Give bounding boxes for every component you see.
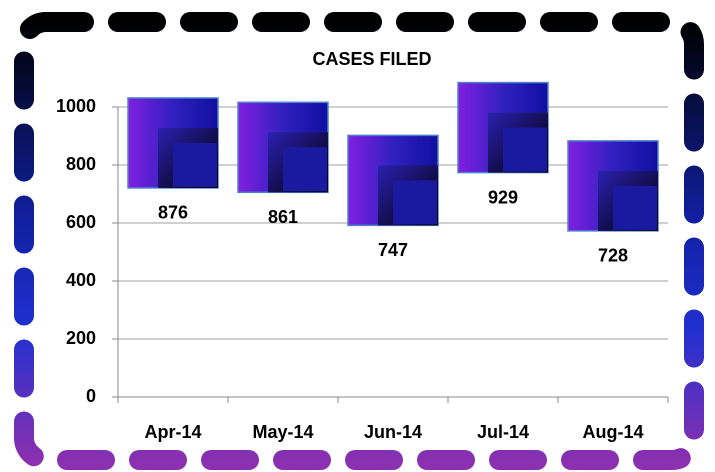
chart-title: CASES FILED [312,49,431,69]
marker [237,101,329,194]
data-label: 728 [598,246,628,266]
marker [127,97,219,189]
data-label: 929 [488,187,518,207]
y-tick-label: 200 [66,328,96,348]
y-tick-label: 400 [66,270,96,290]
marker [347,134,439,227]
marker-core [173,142,217,187]
marker [457,81,549,174]
y-tick-label: 1000 [56,96,96,116]
data-label: 747 [378,240,408,260]
y-tick-label: 800 [66,154,96,174]
border [14,12,704,470]
x-tick-label: Jun-14 [364,422,422,442]
marker-core [283,147,327,192]
marker [567,140,659,232]
x-tick-label: May-14 [252,422,313,442]
y-tick-label: 600 [66,212,96,232]
marker-core [613,185,657,230]
y-tick-label: 0 [86,386,96,406]
x-tick-label: Jul-14 [477,422,529,442]
data-label: 861 [268,207,298,227]
x-tick-label: Apr-14 [144,422,201,442]
marker-core [503,127,547,172]
data-label: 876 [158,203,188,223]
x-tick-label: Aug-14 [582,422,643,442]
marker-core [393,180,437,225]
